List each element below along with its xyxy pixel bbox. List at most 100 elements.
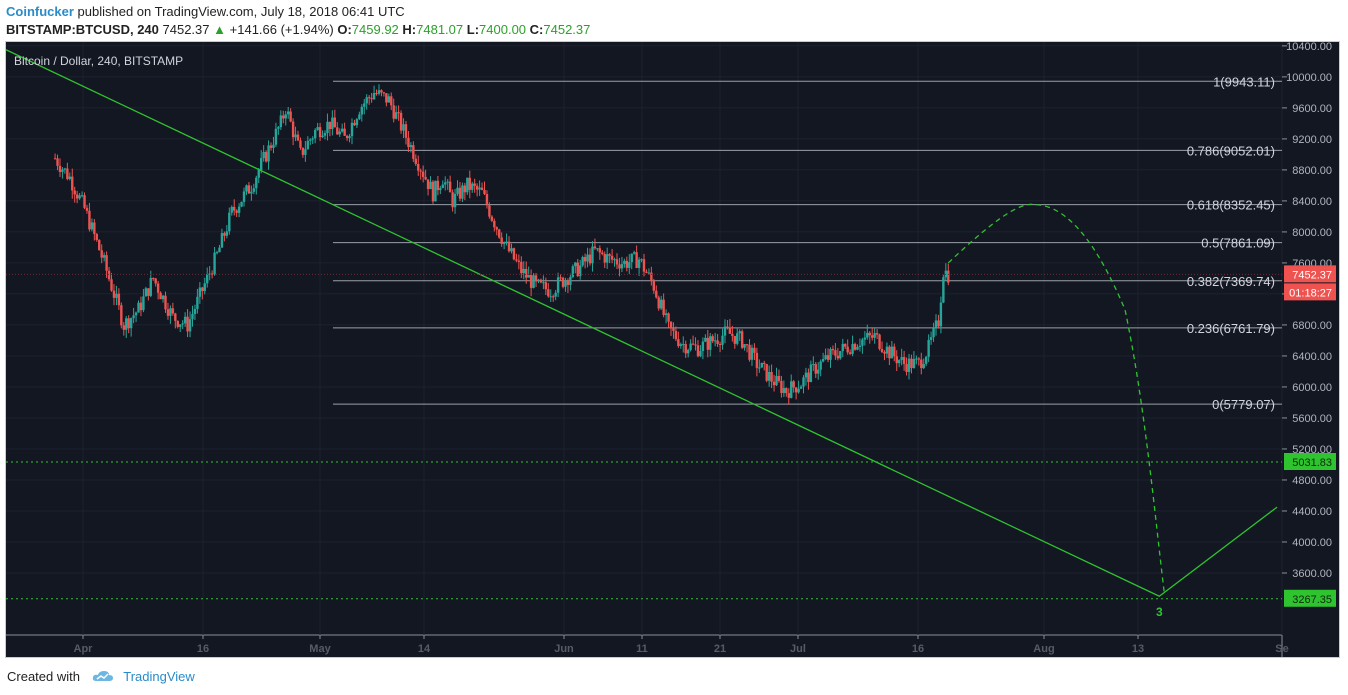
candle-body — [505, 241, 508, 243]
candle-body — [466, 177, 469, 193]
candle-body — [159, 292, 162, 300]
last-price: 7452.37 — [162, 22, 210, 37]
candle-body — [228, 212, 231, 232]
candle-body — [947, 270, 950, 283]
candle-body — [682, 344, 685, 346]
candle-body — [250, 191, 253, 194]
candle-body — [858, 345, 862, 348]
candle-body — [826, 355, 830, 360]
candle-body — [453, 193, 457, 208]
price-tick-label: 9200.00 — [1292, 134, 1332, 146]
candle-body — [397, 112, 400, 114]
price-tick-label: 10400.00 — [1286, 42, 1332, 53]
candle-body — [525, 268, 528, 278]
candle-body — [586, 254, 589, 262]
candle-body — [345, 135, 349, 139]
price-tick-label: 4000.00 — [1292, 537, 1332, 549]
candle-body — [522, 268, 525, 274]
candle-body — [841, 343, 844, 352]
chart-title: Bitcoin / Dollar, 240, BITSTAMP — [14, 54, 183, 68]
candle-body — [942, 277, 945, 303]
tradingview-cloud-icon — [92, 670, 114, 685]
candle-body — [274, 128, 278, 145]
time-tick-label: 13 — [1132, 643, 1144, 655]
candle-body — [750, 347, 754, 360]
fib-level-label: 0.618(8352.45) — [1187, 198, 1275, 213]
projection-drawing[interactable]: 3 — [947, 203, 1165, 619]
candle-body — [331, 117, 334, 130]
candle-body — [760, 362, 763, 368]
up-arrow-icon: ▲ — [213, 22, 227, 37]
candle-body — [544, 282, 548, 290]
candle-body — [596, 248, 599, 250]
candle-body — [763, 362, 766, 364]
candle-body — [252, 188, 256, 192]
candle-body — [782, 388, 786, 393]
candle-body — [475, 185, 479, 190]
price-chart[interactable]: 1(9943.11) 0.786(9052.01) 0.618(8352.45) 0.… — [6, 42, 1339, 657]
candle-body — [684, 344, 687, 354]
price-tick-label: 9600.00 — [1292, 103, 1332, 115]
candle-body — [910, 358, 913, 368]
candle-body — [471, 183, 474, 190]
candle-body — [642, 259, 646, 272]
tradingview-link[interactable]: TradingView — [123, 669, 195, 684]
candle-body — [313, 129, 317, 139]
candle-body — [817, 369, 820, 374]
low-value: 7400.00 — [479, 22, 527, 37]
candle-body — [598, 248, 602, 253]
candle-body — [201, 287, 204, 292]
candle-body — [154, 278, 157, 284]
author-link[interactable]: Coinfucker — [6, 4, 74, 19]
candle-body — [367, 97, 371, 99]
candle-body — [650, 272, 653, 281]
candle-body — [836, 355, 840, 359]
candle-body — [620, 263, 624, 269]
candle-body — [787, 393, 790, 398]
candle-body — [890, 346, 894, 359]
candle-body — [831, 348, 835, 351]
candle-body — [834, 350, 837, 356]
candle-body — [709, 336, 712, 350]
time-tick-label: May — [309, 643, 331, 655]
fib-retracement[interactable]: 1(9943.11) 0.786(9052.01) 0.618(8352.45) 0.… — [333, 74, 1282, 412]
candle-body — [456, 187, 459, 194]
time-tick-label: Aug — [1033, 643, 1054, 655]
price-tick-label: 5600.00 — [1292, 413, 1332, 425]
published-text: published on TradingView.com, July 18, 2… — [77, 4, 405, 19]
candle-body — [556, 277, 560, 293]
candle-body — [107, 270, 111, 280]
candlestick-series — [53, 84, 950, 405]
candle-body — [738, 331, 741, 334]
candle-body — [812, 364, 815, 366]
candle-body — [485, 194, 489, 206]
candle-body — [434, 180, 437, 202]
candle-body — [264, 151, 268, 162]
fib-level-label: 0.5(7861.09) — [1201, 236, 1275, 251]
candle-body — [78, 195, 81, 199]
candle-body — [534, 275, 538, 282]
candle-body — [142, 296, 145, 311]
wave-label: 3 — [1156, 605, 1163, 619]
candle-body — [809, 364, 813, 383]
candle-body — [686, 349, 690, 354]
candle-body — [515, 259, 518, 261]
candle-body — [181, 323, 184, 325]
candle-body — [814, 364, 817, 374]
candle-body — [139, 302, 143, 311]
candle-body — [75, 194, 79, 199]
price-axis[interactable] — [1282, 42, 1339, 657]
candle-body — [549, 296, 552, 298]
candle-body — [478, 187, 481, 190]
candle-body — [407, 137, 410, 148]
candle-body — [829, 348, 832, 360]
candle-body — [380, 90, 383, 93]
candle-body — [458, 187, 462, 199]
candle-body — [85, 207, 89, 211]
candle-body — [520, 261, 523, 274]
candle-body — [394, 112, 398, 119]
trendline-drawing[interactable] — [6, 49, 1278, 597]
candle-body — [279, 115, 283, 128]
candle-body — [615, 259, 619, 265]
candle-body — [689, 343, 692, 350]
